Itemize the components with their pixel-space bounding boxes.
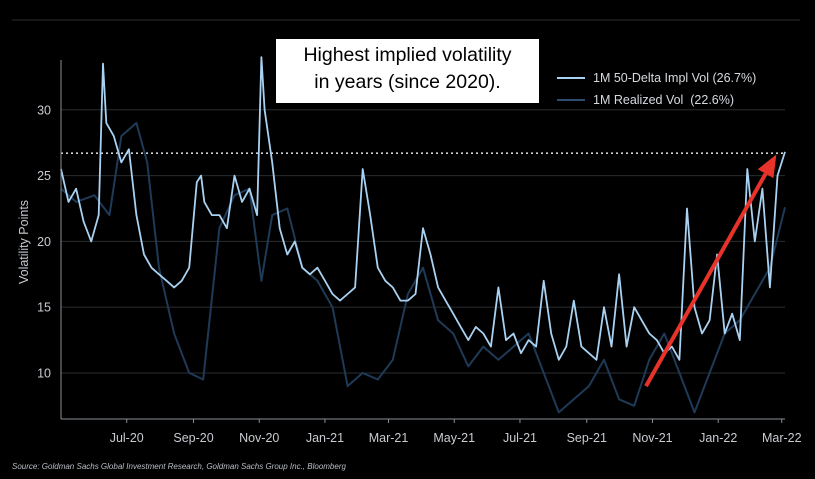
x-tick-label-may-21: May-21 <box>433 431 475 445</box>
x-tick-label-sep-21: Sep-21 <box>567 431 607 445</box>
x-tick-label-mar-21: Mar-21 <box>369 431 409 445</box>
y-tick-label-15: 15 <box>37 301 51 315</box>
callout-line-1: Highest implied volatility <box>303 44 512 66</box>
callout-line-2: in years (since 2020). <box>314 71 501 93</box>
y-tick-label-25: 25 <box>37 169 51 183</box>
y-axis-label: Volatility Points <box>17 200 31 284</box>
x-tick-label-nov-21: Nov-21 <box>632 431 672 445</box>
x-tick-label-jul-20: Jul-20 <box>110 431 144 445</box>
y-tick-label-10: 10 <box>37 366 51 380</box>
y-tick-label-30: 30 <box>37 103 51 117</box>
x-tick-label-jan-22: Jan-22 <box>699 431 737 445</box>
x-tick-label-sep-20: Sep-20 <box>173 431 213 445</box>
legend: 1M 50-Delta Impl Vol (26.7%) 1M Realized… <box>557 71 756 107</box>
callout-box: Highest implied volatility in years (sin… <box>276 39 539 103</box>
source-note: Source: Goldman Sachs Global Investment … <box>12 462 346 471</box>
x-tick-label-jul-21: Jul-21 <box>503 431 537 445</box>
y-tick-label-20: 20 <box>37 235 51 249</box>
x-axis-ticks: Jul-20 Sep-20 Nov-20 Jan-21 Mar-21 May-21 Jul-… <box>110 419 802 445</box>
gridlines <box>61 109 785 374</box>
annotation-arrow-head <box>757 154 777 179</box>
legend-label-implied-vol: 1M 50-Delta Impl Vol (26.7%) <box>593 71 756 85</box>
x-tick-label-jan-21: Jan-21 <box>306 431 344 445</box>
x-tick-label-nov-20: Nov-20 <box>239 431 279 445</box>
series-line-implied-vol <box>60 56 786 361</box>
annotation-arrow-shaft <box>644 172 768 388</box>
series-line-realized-vol <box>60 121 786 414</box>
y-axis-ticks: 10 15 20 25 30 <box>37 103 51 380</box>
x-tick-label-mar-22: Mar-22 <box>762 431 802 445</box>
legend-label-realized-vol: 1M Realized Vol (22.6%) <box>593 93 734 107</box>
